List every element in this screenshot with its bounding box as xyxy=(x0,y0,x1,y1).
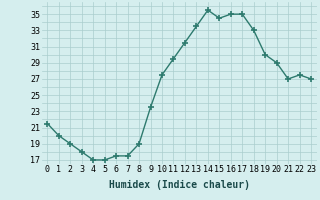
X-axis label: Humidex (Indice chaleur): Humidex (Indice chaleur) xyxy=(109,180,250,190)
